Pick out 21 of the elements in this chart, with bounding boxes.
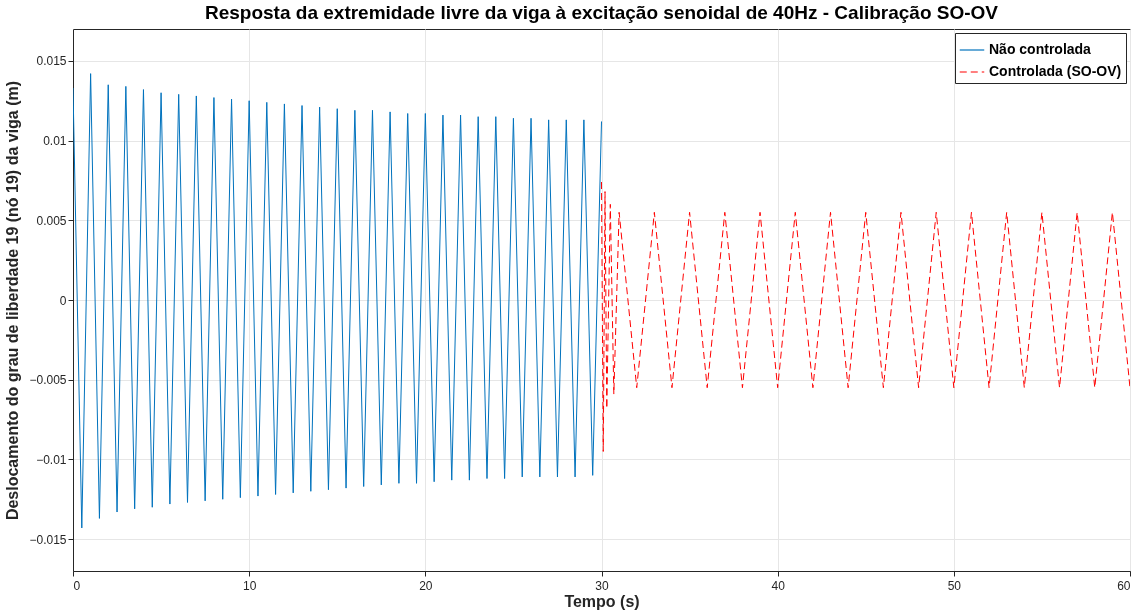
x-tick-label: 20 [419, 578, 433, 593]
y-tick-label: 0.015 [36, 54, 67, 69]
x-tick-label: 40 [771, 578, 786, 593]
line-series [601, 181, 1130, 452]
y-tick-label: 0.01 [43, 134, 67, 149]
legend-label: Não controlada [989, 41, 1092, 57]
x-tick-label: 0 [73, 578, 81, 593]
y-axis-title: Deslocamento do grau de liberdade 19 (nó 19) da viga (m) [4, 80, 22, 521]
y-tick-label: −0.01 [36, 452, 67, 467]
x-tick-label: 30 [595, 578, 609, 593]
x-tick-label: 60 [1117, 578, 1131, 593]
x-tick-label: 50 [947, 578, 962, 593]
y-tick-label: −0.015 [29, 532, 67, 547]
line-series [73, 73, 602, 529]
legend-label: Controlada (SO-OV) [989, 63, 1122, 79]
x-axis-title: Tempo (s) [564, 592, 640, 610]
x-tick-label: 10 [242, 578, 257, 593]
y-tick-label: 0.005 [36, 213, 67, 228]
y-tick-label: −0.005 [29, 373, 67, 388]
y-tick-label: 0 [59, 293, 67, 308]
chart-title: Resposta da extremidade livre da viga à excitação senoidal de 40Hz - Calibração SO-OV [204, 2, 999, 23]
